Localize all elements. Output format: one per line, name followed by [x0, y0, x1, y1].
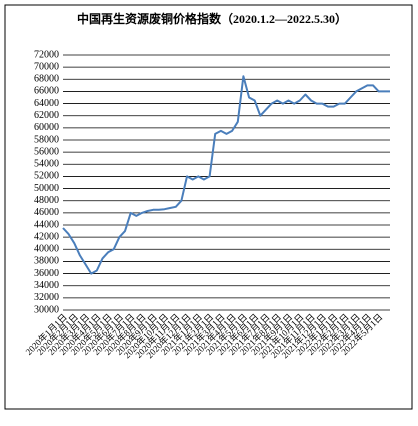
y-tick-label: 58000	[34, 134, 59, 145]
y-tick-label: 48000	[34, 195, 59, 206]
y-tick-label: 32000	[34, 292, 59, 303]
y-tick-label: 52000	[34, 171, 59, 182]
y-tick-label: 60000	[34, 122, 59, 133]
y-tick-label: 70000	[34, 61, 59, 72]
y-tick-label: 36000	[34, 268, 59, 279]
y-tick-label: 56000	[34, 146, 59, 157]
y-tick-label: 50000	[34, 183, 59, 194]
y-tick-label: 62000	[34, 110, 59, 121]
chart-border	[4, 4, 413, 410]
y-tick-label: 68000	[34, 74, 59, 85]
y-tick-label: 34000	[34, 280, 59, 291]
chart-title: 中国再生资源废铜价格指数（2020.1.2—2022.5.30）	[77, 11, 347, 26]
data-line	[62, 75, 390, 275]
y-tick-label: 30000	[34, 304, 59, 315]
y-tick-label: 66000	[34, 86, 59, 97]
y-tick-label: 44000	[34, 219, 59, 230]
y-tick-label: 64000	[34, 98, 59, 109]
y-tick-label: 38000	[34, 256, 59, 267]
y-tick-label: 72000	[34, 49, 59, 60]
y-tick-label: 40000	[34, 244, 59, 255]
y-tick-label: 42000	[34, 231, 59, 242]
y-tick-label: 46000	[34, 207, 59, 218]
y-tick-label: 54000	[34, 159, 59, 170]
